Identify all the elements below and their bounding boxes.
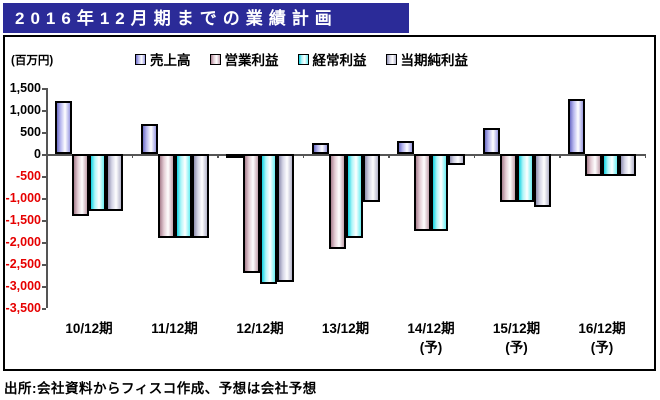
bar-series2-cat5	[516, 154, 534, 203]
x-axis-category-label: 16/12期 (予)	[578, 321, 626, 355]
legend-label: 営業利益	[224, 53, 279, 68]
bar-series0-cat3	[311, 143, 329, 154]
y-axis-label: -3,000	[5, 279, 41, 293]
chart-legend: 売上高 営業利益 経常利益 当期純利益	[135, 49, 468, 69]
x-axis-tick	[644, 154, 646, 158]
y-axis-label: -3,500	[5, 301, 41, 315]
x-axis-tick	[388, 154, 390, 158]
bar-series1-cat2	[243, 154, 260, 273]
bar-series1-cat5	[499, 154, 517, 203]
bar-series2-cat6	[602, 154, 619, 176]
bar-series2-cat0	[89, 154, 106, 212]
y-axis-label: -2,500	[5, 257, 41, 271]
bar-series1-cat0	[72, 154, 89, 216]
y-axis-label: -1,500	[5, 213, 41, 227]
legend-marker-icon	[135, 53, 146, 65]
legend-marker-icon	[297, 53, 309, 65]
source-note: 出所:会社資料からフィスコ作成、予想は会社予想	[4, 381, 317, 396]
legend-item-2: 経常利益	[297, 49, 367, 69]
bar-series3-cat4	[448, 154, 465, 165]
y-axis-tick	[42, 286, 46, 288]
bar-series0-cat6	[568, 99, 585, 154]
y-axis-tick	[42, 154, 46, 156]
x-axis-tick	[473, 154, 475, 158]
y-axis-label: 500	[20, 125, 41, 139]
bar-series0-cat0	[55, 101, 72, 154]
y-axis-label: 0	[34, 147, 41, 161]
bar-series3-cat2	[277, 154, 294, 282]
x-axis-category-label: 10/12期	[65, 321, 113, 336]
x-axis-category-label: 14/12期 (予)	[407, 321, 455, 355]
y-axis-label: 1,500	[9, 81, 41, 95]
y-axis-tick	[42, 198, 46, 200]
x-axis-category-label: 15/12期 (予)	[492, 321, 541, 355]
y-axis-tick	[42, 264, 46, 266]
bar-series0-cat4	[397, 140, 414, 154]
legend-marker-icon	[209, 53, 221, 65]
y-axis-label: -2,000	[5, 235, 41, 249]
y-axis-label: -500	[15, 169, 41, 183]
y-axis-tick	[42, 88, 46, 90]
legend-item-3: 当期純利益	[385, 49, 469, 69]
legend-label: 経常利益	[312, 53, 367, 68]
bar-series3-cat0	[106, 154, 123, 212]
y-axis-label: -1,000	[5, 191, 41, 205]
x-axis-category-label: 12/12期	[236, 321, 284, 336]
x-axis-category-label: 13/12期	[321, 321, 370, 336]
y-axis-tick	[42, 176, 46, 178]
x-axis-tick	[217, 154, 219, 158]
x-axis-tick	[559, 154, 561, 158]
y-axis-tick	[42, 242, 46, 244]
legend-marker-icon	[385, 53, 397, 65]
legend-item-0: 売上高	[135, 49, 191, 69]
chart-container: (百万円) 売上高 営業利益 経常利益 当期純利益 1,500 1,000 500 0 -50…	[3, 35, 656, 371]
bar-series1-cat3	[328, 154, 346, 249]
x-axis-tick	[302, 154, 304, 158]
legend-label: 当期純利益	[400, 53, 469, 68]
bar-series0-cat5	[482, 127, 500, 154]
legend-item-1: 営業利益	[209, 49, 279, 69]
y-axis-tick	[42, 132, 46, 134]
bar-series2-cat2	[260, 154, 277, 284]
bar-series1-cat4	[414, 154, 431, 231]
y-axis-tick	[42, 220, 46, 222]
bar-series2-cat4	[431, 154, 448, 231]
bar-series2-cat1	[174, 154, 192, 238]
y-axis-line	[46, 88, 48, 308]
x-axis-tick	[46, 154, 48, 158]
y-axis-unit-label: (百万円)	[11, 55, 54, 67]
bar-series1-cat1	[157, 154, 175, 238]
y-axis-tick	[42, 110, 46, 112]
bar-series3-cat5	[533, 154, 551, 207]
y-axis-label: 1,000	[9, 103, 41, 117]
bar-series3-cat3	[362, 154, 380, 203]
x-axis-category-label: 11/12期	[151, 321, 198, 336]
x-axis-tick	[131, 154, 133, 158]
bar-series0-cat2	[226, 154, 243, 158]
bar-series3-cat1	[191, 154, 209, 238]
bar-series3-cat6	[619, 154, 636, 176]
bar-series0-cat1	[140, 124, 158, 154]
bar-series1-cat6	[585, 154, 602, 176]
y-axis-tick	[42, 308, 46, 310]
plot-area: 1,500 1,000 500 0 -500 -1,000 -1,500 -2,000 -2,5…	[5, 37, 654, 369]
legend-label: 売上高	[150, 53, 191, 68]
page-title: 2016年12月期までの業績計画	[3, 3, 409, 33]
bar-series2-cat3	[345, 154, 363, 238]
